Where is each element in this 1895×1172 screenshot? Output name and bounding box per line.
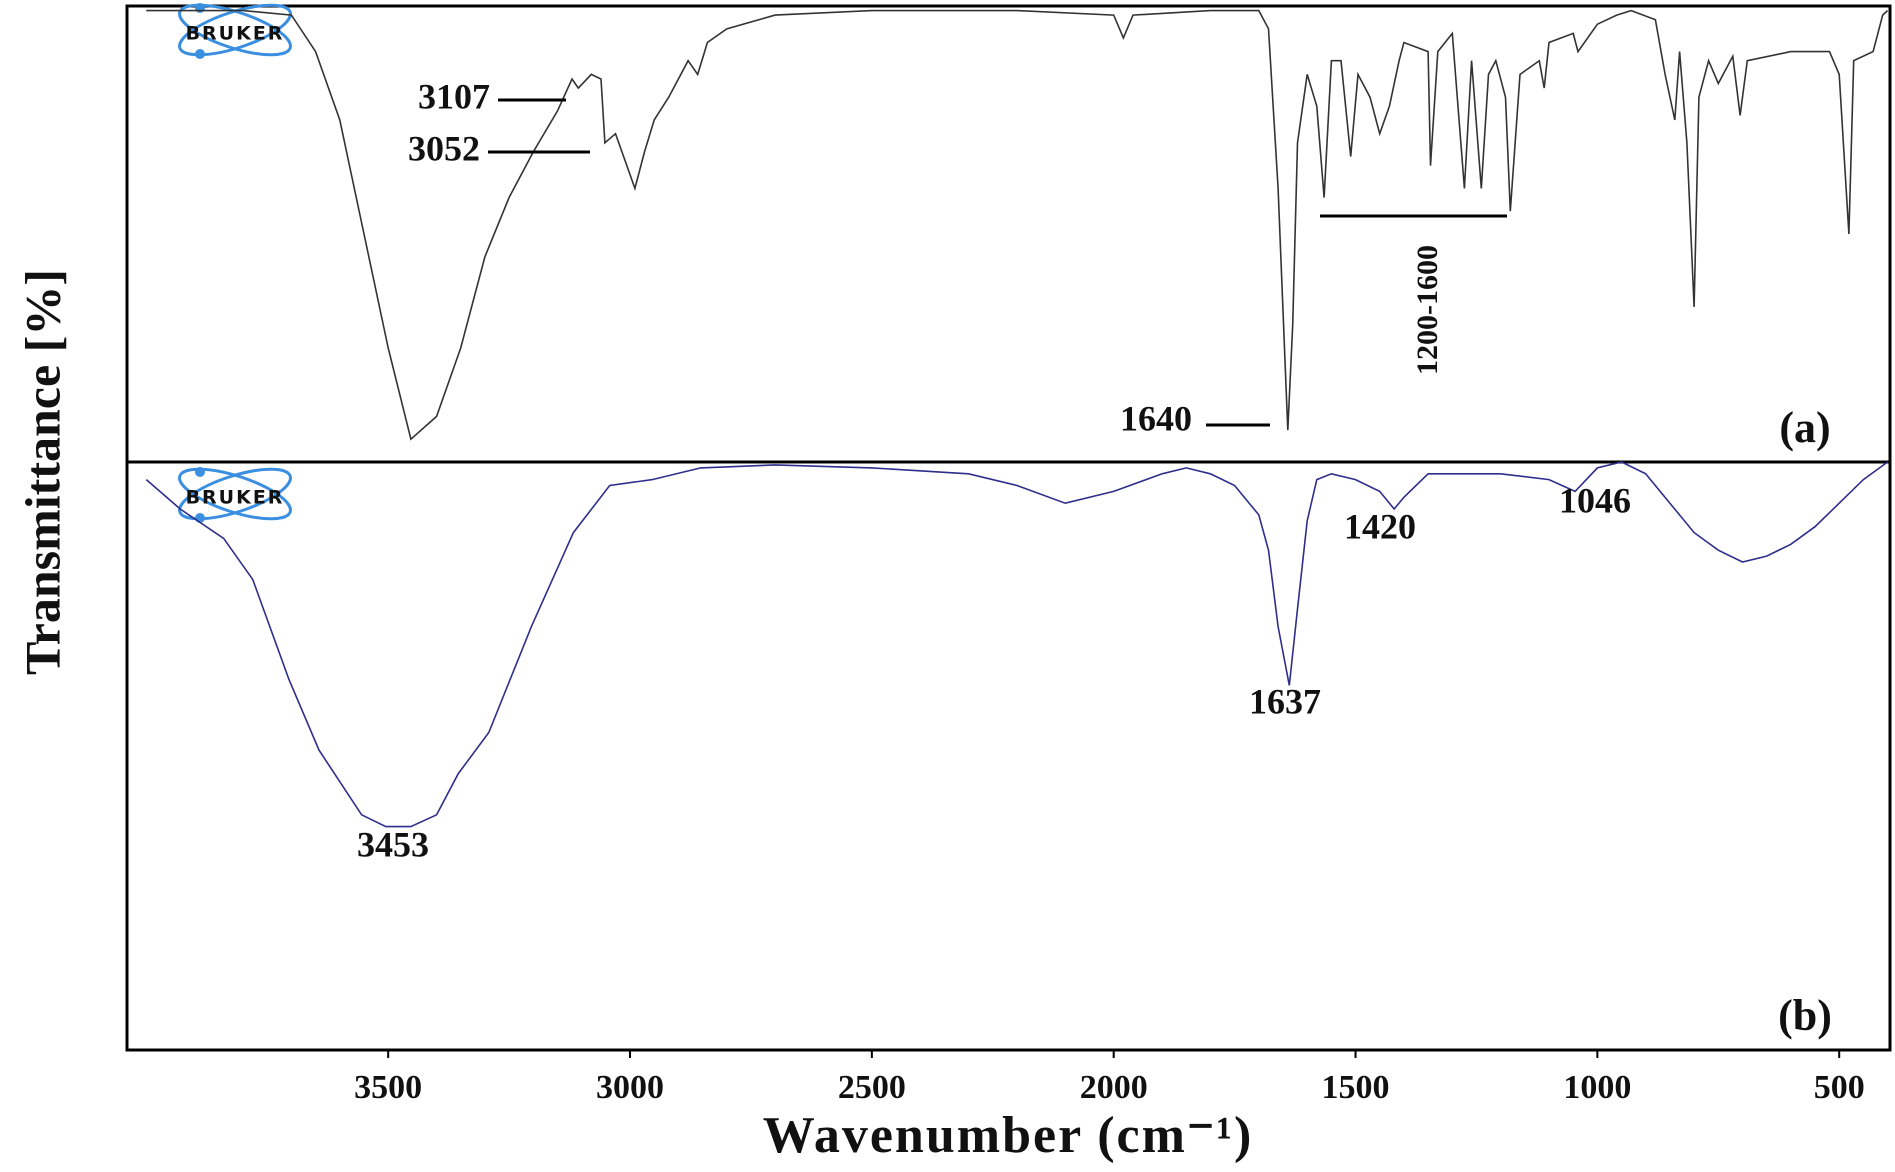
x-tick-label: 2000: [1080, 1069, 1148, 1106]
logo-orbit: [178, 3, 292, 57]
panel-label: (a): [1779, 403, 1830, 452]
x-tick-label: 2500: [838, 1069, 906, 1106]
x-tick-label: 3000: [596, 1069, 664, 1106]
logo-orbit: [178, 467, 292, 521]
logo-dot: [195, 49, 205, 59]
x-axis-label: Wavenumber (cm⁻¹): [763, 1107, 1254, 1164]
logo-orbit: [178, 467, 292, 521]
spectrum-line: [146, 9, 1889, 441]
peak-label: 1046: [1559, 480, 1631, 520]
x-tick-label: 1000: [1563, 1069, 1631, 1106]
spectrum-line: [145, 461, 1889, 828]
x-tick-label: 3500: [354, 1069, 422, 1106]
logo-text: BRUKER: [186, 487, 285, 509]
logo-a: BRUKER: [178, 3, 292, 59]
plot-frame: [125, 4, 1892, 1052]
peak-label: 3453: [357, 824, 429, 864]
logo-b: BRUKER: [178, 467, 292, 523]
panel-label: (b): [1778, 991, 1832, 1040]
y-axis-label: Transmittance [%]: [14, 269, 70, 675]
logo-text: BRUKER: [186, 23, 285, 45]
logo-orbit: [178, 3, 292, 57]
x-tick-label: 500: [1814, 1069, 1865, 1106]
peak-label: 1420: [1344, 506, 1416, 546]
peak-label: 1637: [1249, 681, 1321, 721]
logo-dot: [195, 3, 205, 13]
peak-label: 1640: [1120, 398, 1192, 438]
range-label: 1200-1600: [1411, 245, 1444, 375]
peak-label: 3052: [408, 128, 480, 168]
logo-dot: [195, 467, 205, 477]
x-tick-label: 1500: [1322, 1069, 1390, 1106]
peak-label: 3107: [418, 76, 490, 116]
